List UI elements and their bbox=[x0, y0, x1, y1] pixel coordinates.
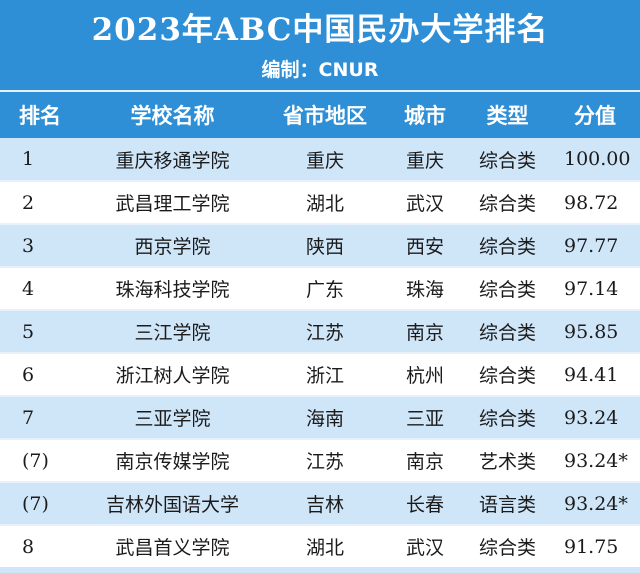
table-row: 4 珠海科技学院 广东 珠海 综合类 97.14 bbox=[0, 267, 640, 311]
editor-credit: 编制：CNUR bbox=[261, 59, 379, 81]
score-cell: 97.14 bbox=[550, 267, 640, 311]
type-cell: 综合类 bbox=[465, 525, 550, 569]
rank-cell: 4 bbox=[0, 267, 80, 311]
province-cell: 湖北 bbox=[265, 525, 385, 569]
column-header-province: 省市地区 bbox=[265, 90, 385, 138]
type-cell: 综合类 bbox=[465, 396, 550, 440]
rank-cell: 5 bbox=[0, 310, 80, 354]
city-cell: 南京 bbox=[385, 310, 465, 354]
column-header-type: 类型 bbox=[465, 90, 550, 138]
table-row: 2 武昌理工学院 湖北 武汉 综合类 98.72 bbox=[0, 181, 640, 225]
school-name-cell: 西京学院 bbox=[80, 224, 265, 268]
rank-cell: 6 bbox=[0, 353, 80, 397]
province-cell: 海南 bbox=[265, 396, 385, 440]
school-name-cell: 武昌理工学院 bbox=[80, 181, 265, 225]
type-cell: 艺术类 bbox=[465, 439, 550, 483]
column-header-rank: 排名 bbox=[0, 90, 80, 138]
province-cell: 浙江 bbox=[265, 353, 385, 397]
city-cell: 西安 bbox=[385, 224, 465, 268]
score-cell: 94.41 bbox=[550, 353, 640, 397]
school-name-cell: 珠海科技学院 bbox=[80, 267, 265, 311]
school-name-cell: 浙江树人学院 bbox=[80, 353, 265, 397]
city-cell: 珠海 bbox=[385, 267, 465, 311]
table-row: 8 武昌首义学院 湖北 武汉 综合类 91.75 bbox=[0, 525, 640, 569]
table-row: 7 三亚学院 海南 三亚 综合类 93.24 bbox=[0, 396, 640, 440]
rank-cell: 8 bbox=[0, 525, 80, 569]
school-name-cell: 武昌首义学院 bbox=[80, 525, 265, 569]
type-cell: 综合类 bbox=[465, 138, 550, 182]
table-row: 1 重庆移通学院 重庆 重庆 综合类 100.00 bbox=[0, 138, 640, 182]
city-cell: 长春 bbox=[385, 482, 465, 526]
title-banner: 2023年ABC中国民办大学排名 编制：CNUR bbox=[0, 0, 640, 90]
rank-cell: 1 bbox=[0, 138, 80, 182]
school-name-cell: 三亚学院 bbox=[80, 396, 265, 440]
score-cell: 91.75 bbox=[550, 525, 640, 569]
city-cell: 三亚 bbox=[385, 396, 465, 440]
province-cell: 江苏 bbox=[265, 439, 385, 483]
page-title: 2023年ABC中国民办大学排名 bbox=[91, 12, 549, 48]
score-cell: 93.24* bbox=[550, 439, 640, 483]
type-cell: 综合类 bbox=[465, 224, 550, 268]
score-cell: 98.72 bbox=[550, 181, 640, 225]
table-row: 5 三江学院 江苏 南京 综合类 95.85 bbox=[0, 310, 640, 354]
score-cell: 95.85 bbox=[550, 310, 640, 354]
table-row: 3 西京学院 陕西 西安 综合类 97.77 bbox=[0, 224, 640, 268]
score-cell: 93.24* bbox=[550, 482, 640, 526]
province-cell: 陕西 bbox=[265, 224, 385, 268]
table-row: 6 浙江树人学院 浙江 杭州 综合类 94.41 bbox=[0, 353, 640, 397]
city-cell: 杭州 bbox=[385, 353, 465, 397]
rank-cell: (7) bbox=[0, 439, 80, 483]
column-header-school: 学校名称 bbox=[80, 90, 265, 138]
city-cell: 武汉 bbox=[385, 525, 465, 569]
province-cell: 吉林 bbox=[265, 482, 385, 526]
score-cell: 100.00 bbox=[550, 138, 640, 182]
type-cell: 综合类 bbox=[465, 353, 550, 397]
type-cell: 综合类 bbox=[465, 310, 550, 354]
rank-cell: 7 bbox=[0, 396, 80, 440]
school-name-cell: 南京传媒学院 bbox=[80, 439, 265, 483]
type-cell: 语言类 bbox=[465, 482, 550, 526]
ranking-table: 排名 学校名称 省市地区 城市 类型 分值 1 重庆移通学院 重庆 重庆 综合类… bbox=[0, 90, 640, 569]
score-cell: 93.24 bbox=[550, 396, 640, 440]
province-cell: 广东 bbox=[265, 267, 385, 311]
table-header-row: 排名 学校名称 省市地区 城市 类型 分值 bbox=[0, 90, 640, 138]
column-header-city: 城市 bbox=[385, 90, 465, 138]
table-row: (7) 吉林外国语大学 吉林 长春 语言类 93.24* bbox=[0, 482, 640, 526]
city-cell: 重庆 bbox=[385, 138, 465, 182]
table-row: (7) 南京传媒学院 江苏 南京 艺术类 93.24* bbox=[0, 439, 640, 483]
rank-cell: 2 bbox=[0, 181, 80, 225]
column-header-score: 分值 bbox=[550, 90, 640, 138]
school-name-cell: 吉林外国语大学 bbox=[80, 482, 265, 526]
province-cell: 湖北 bbox=[265, 181, 385, 225]
school-name-cell: 重庆移通学院 bbox=[80, 138, 265, 182]
rank-cell: (7) bbox=[0, 482, 80, 526]
province-cell: 重庆 bbox=[265, 138, 385, 182]
type-cell: 综合类 bbox=[465, 267, 550, 311]
city-cell: 南京 bbox=[385, 439, 465, 483]
city-cell: 武汉 bbox=[385, 181, 465, 225]
school-name-cell: 三江学院 bbox=[80, 310, 265, 354]
bottom-stripe bbox=[0, 567, 640, 573]
province-cell: 江苏 bbox=[265, 310, 385, 354]
type-cell: 综合类 bbox=[465, 181, 550, 225]
score-cell: 97.77 bbox=[550, 224, 640, 268]
rank-cell: 3 bbox=[0, 224, 80, 268]
